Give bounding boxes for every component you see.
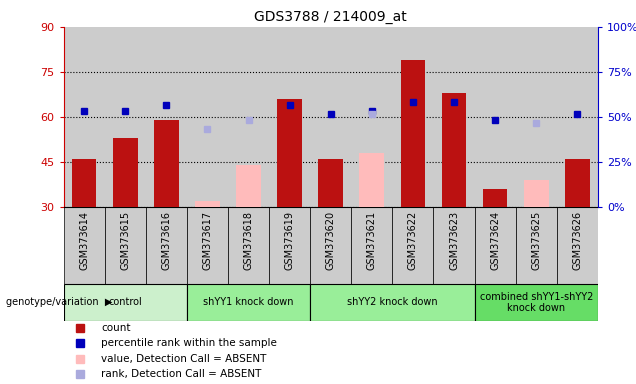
Text: GSM373617: GSM373617 xyxy=(202,211,212,270)
Bar xyxy=(524,180,548,207)
Text: rank, Detection Call = ABSENT: rank, Detection Call = ABSENT xyxy=(101,369,261,379)
Bar xyxy=(64,207,105,284)
Bar xyxy=(269,207,310,284)
Text: count: count xyxy=(101,323,130,333)
Bar xyxy=(154,120,179,207)
Text: control: control xyxy=(108,297,142,308)
Bar xyxy=(72,159,97,207)
Text: shYY2 knock down: shYY2 knock down xyxy=(347,297,438,308)
Text: GSM373614: GSM373614 xyxy=(79,211,89,270)
Bar xyxy=(64,284,187,321)
Bar xyxy=(310,207,351,284)
Bar xyxy=(236,165,261,207)
Bar xyxy=(319,159,343,207)
Text: GSM373622: GSM373622 xyxy=(408,211,418,270)
Bar xyxy=(556,207,598,284)
Text: GSM373626: GSM373626 xyxy=(572,211,583,270)
Bar xyxy=(351,207,392,284)
Text: GSM373620: GSM373620 xyxy=(326,211,336,270)
Text: GSM373618: GSM373618 xyxy=(244,211,254,270)
Bar xyxy=(516,207,556,284)
Bar xyxy=(187,207,228,284)
Bar xyxy=(565,159,590,207)
Text: GSM373621: GSM373621 xyxy=(367,211,377,270)
Bar xyxy=(146,207,187,284)
Bar xyxy=(113,138,137,207)
Bar xyxy=(434,207,474,284)
Text: GSM373625: GSM373625 xyxy=(531,211,541,270)
Text: GSM373623: GSM373623 xyxy=(449,211,459,270)
Bar xyxy=(483,189,508,207)
Text: shYY1 knock down: shYY1 knock down xyxy=(204,297,294,308)
Bar xyxy=(474,207,516,284)
Bar xyxy=(310,284,474,321)
Bar xyxy=(228,207,269,284)
Text: GSM373615: GSM373615 xyxy=(120,211,130,270)
Text: combined shYY1-shYY2
knock down: combined shYY1-shYY2 knock down xyxy=(480,291,593,313)
Bar xyxy=(441,93,466,207)
Text: percentile rank within the sample: percentile rank within the sample xyxy=(101,338,277,348)
Bar xyxy=(392,207,434,284)
Bar xyxy=(195,201,220,207)
Bar xyxy=(401,60,425,207)
Bar xyxy=(187,284,310,321)
Bar xyxy=(359,153,384,207)
Text: GSM373616: GSM373616 xyxy=(162,211,171,270)
Bar xyxy=(277,99,302,207)
Bar xyxy=(474,284,598,321)
Text: value, Detection Call = ABSENT: value, Detection Call = ABSENT xyxy=(101,354,266,364)
Text: GSM373619: GSM373619 xyxy=(285,211,294,270)
Bar xyxy=(105,207,146,284)
Text: GSM373624: GSM373624 xyxy=(490,211,500,270)
Title: GDS3788 / 214009_at: GDS3788 / 214009_at xyxy=(254,10,407,25)
Text: genotype/variation  ▶: genotype/variation ▶ xyxy=(6,297,113,308)
